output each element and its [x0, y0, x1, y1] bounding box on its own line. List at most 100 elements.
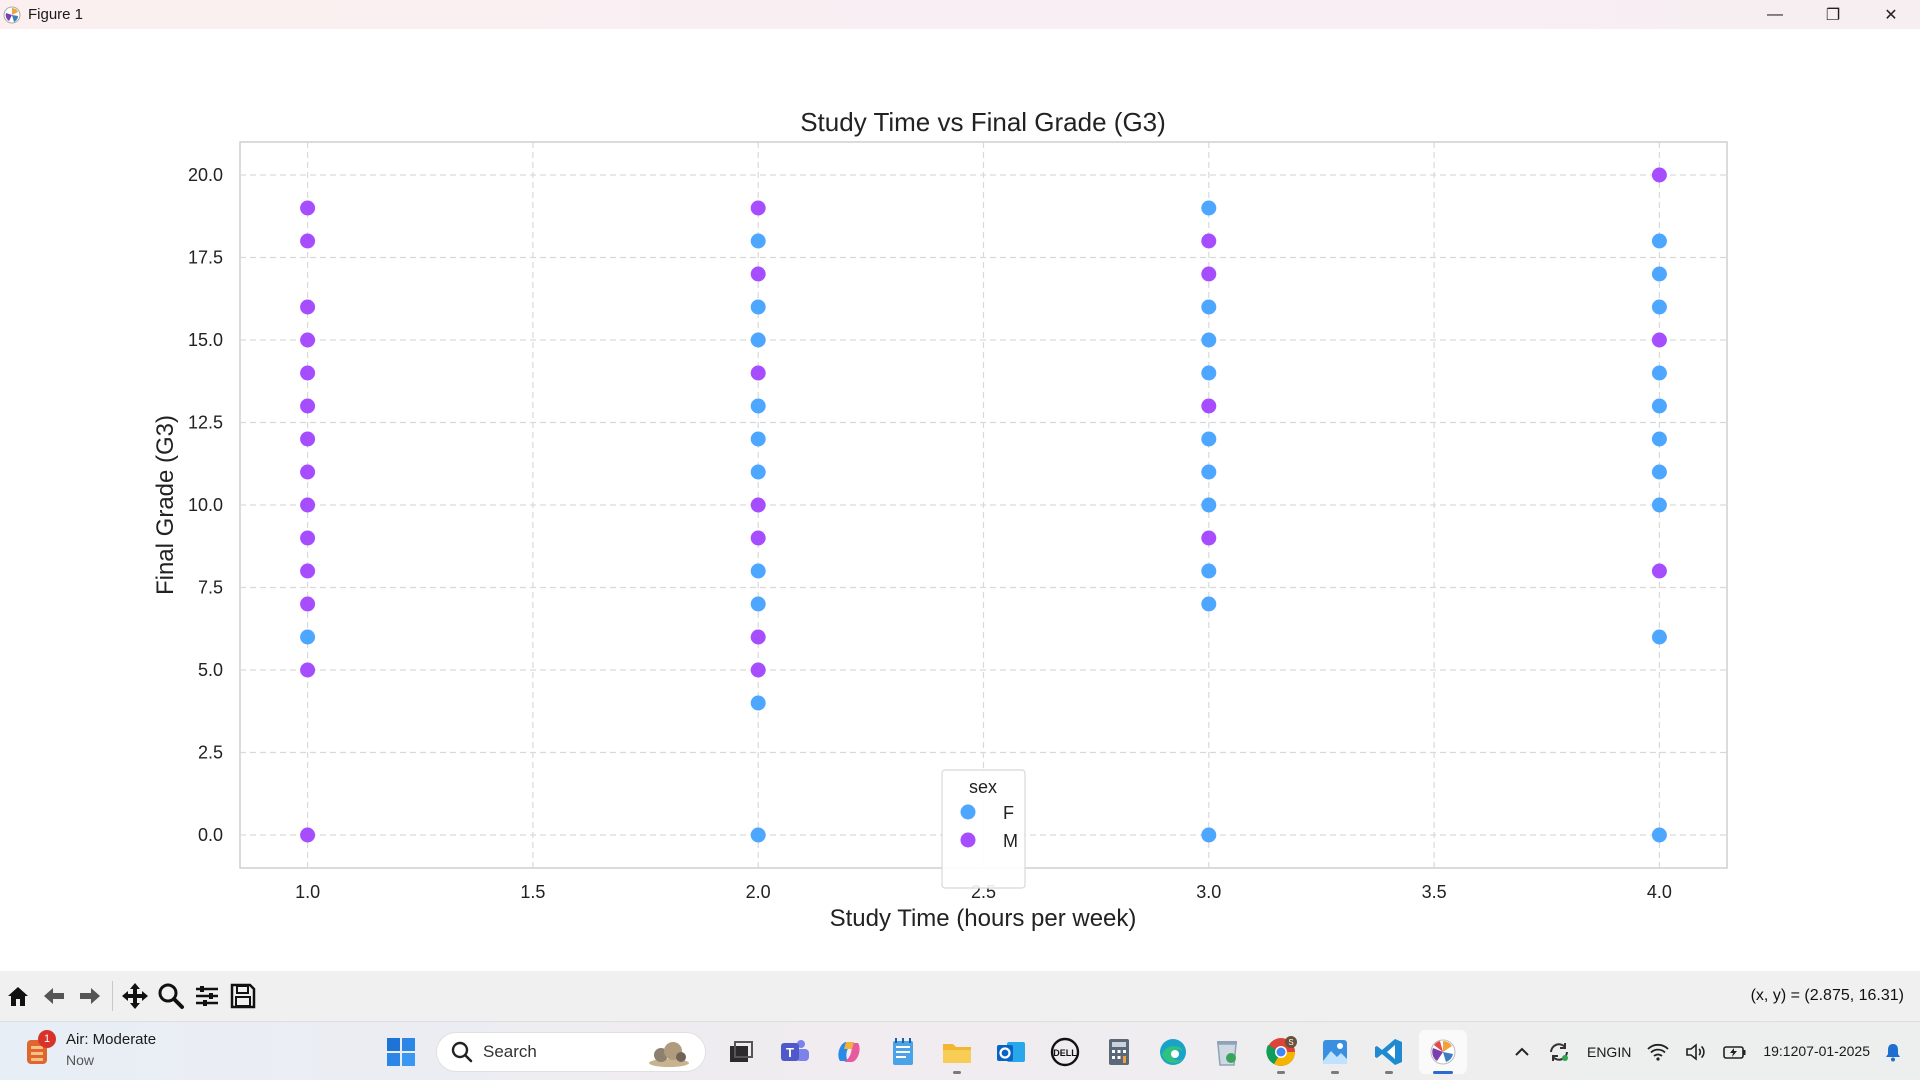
copilot-button[interactable] [825, 1030, 873, 1074]
vscode-button[interactable] [1365, 1030, 1413, 1074]
weather-title: Air: Moderate [66, 1031, 157, 1048]
back-button[interactable] [36, 978, 72, 1014]
matplotlib-figure-button[interactable] [1419, 1030, 1467, 1074]
notepad-button[interactable] [879, 1030, 927, 1074]
running-indicator [1277, 1071, 1285, 1074]
battery-button[interactable] [1723, 1044, 1747, 1060]
data-point-f [1651, 299, 1667, 315]
start-button[interactable] [377, 1030, 425, 1074]
sync-button[interactable] [1547, 1040, 1571, 1064]
language-indicator[interactable]: ENG IN [1587, 1043, 1631, 1061]
outlook-button[interactable] [987, 1030, 1035, 1074]
edge-button[interactable] [1149, 1030, 1197, 1074]
search-label: Search [483, 1042, 537, 1061]
navigation-toolbar: (x, y) = (2.875, 16.31) [0, 971, 1920, 1021]
configure-subplots-button[interactable] [189, 978, 225, 1014]
dell-button[interactable]: DELL [1041, 1030, 1089, 1074]
network-button[interactable] [1647, 1043, 1669, 1061]
chrome-profile-badge: S [1288, 1038, 1293, 1047]
data-point-f [750, 464, 766, 480]
data-point-f [1201, 827, 1217, 843]
data-point-m [750, 662, 766, 678]
data-point-m [300, 530, 316, 546]
y-axis-label: Final Grade (G3) [152, 415, 179, 595]
data-point-m [1651, 563, 1667, 579]
language-code: ENG [1586, 1043, 1618, 1060]
data-point-f [750, 563, 766, 579]
recycle-app-button[interactable] [1203, 1030, 1251, 1074]
taskbar: 1 Air: Moderate Now Search T [0, 1021, 1920, 1080]
minimize-button[interactable]: — [1767, 5, 1783, 23]
window-controls: — ❐ ✕ [1746, 0, 1920, 29]
save-button[interactable] [225, 978, 261, 1014]
matplotlib-app-icon [2, 5, 22, 25]
data-point-m [750, 365, 766, 381]
data-point-m [300, 497, 316, 513]
volume-button[interactable] [1685, 1042, 1707, 1061]
zoom-button[interactable] [153, 978, 189, 1014]
teams-button[interactable]: T [771, 1030, 819, 1074]
x-tick-label: 4.0 [1647, 882, 1672, 902]
save-icon [230, 983, 256, 1009]
copilot-icon [838, 1042, 860, 1062]
legend-marker-f [960, 804, 976, 820]
search-highlight-icon [649, 1042, 689, 1067]
calculator-icon [1109, 1039, 1129, 1065]
chevron-up-icon [1515, 1047, 1529, 1056]
legend-title: sex [969, 777, 997, 797]
data-point-f [1201, 497, 1217, 513]
data-point-m [750, 497, 766, 513]
outlook-icon [997, 1042, 1025, 1062]
data-point-m [300, 332, 316, 348]
svg-text:DELL: DELL [1053, 1048, 1077, 1058]
pan-button[interactable] [117, 978, 153, 1014]
chrome-button[interactable]: S [1257, 1030, 1305, 1074]
running-indicator [953, 1071, 961, 1074]
data-point-m [750, 530, 766, 546]
task-view-button[interactable] [717, 1030, 765, 1074]
data-point-f [1651, 431, 1667, 447]
search-icon [451, 1041, 473, 1063]
svg-text:T: T [786, 1045, 794, 1060]
y-tick-label: 15.0 [188, 330, 223, 350]
data-point-f [1651, 827, 1667, 843]
data-point-f [300, 629, 316, 645]
zoom-icon [158, 983, 184, 1009]
figure-canvas[interactable]: 1.0 1.5 2.0 2.5 3.0 3.5 4.0 0.0 2.5 5.0 7.5 10.0 12.… [0, 29, 1920, 971]
data-point-f [1651, 233, 1667, 249]
data-point-f [750, 398, 766, 414]
notification-badge: 1 [38, 1030, 56, 1048]
battery-charging-icon [1723, 1045, 1746, 1059]
close-button[interactable]: ✕ [1884, 6, 1898, 24]
show-hidden-icons-button[interactable] [1513, 1043, 1531, 1061]
home-button[interactable] [0, 978, 36, 1014]
data-point-f [1201, 596, 1217, 612]
forward-button[interactable] [72, 978, 108, 1014]
weather-icon: 1 [22, 1030, 58, 1068]
data-point-m [300, 464, 316, 480]
legend-box [941, 769, 1026, 889]
data-point-m [300, 431, 316, 447]
data-point-f [1651, 629, 1667, 645]
data-point-m [300, 827, 316, 843]
y-tick-label: 12.5 [188, 413, 223, 433]
data-point-f [1201, 299, 1217, 315]
notifications-button[interactable] [1884, 1042, 1902, 1062]
data-point-m [300, 596, 316, 612]
task-view-icon [730, 1041, 753, 1062]
active-indicator [1433, 1071, 1453, 1074]
calculator-button[interactable] [1095, 1030, 1143, 1074]
running-indicator [1385, 1071, 1393, 1074]
maximize-button[interactable]: ❐ [1825, 6, 1841, 24]
clock[interactable]: 19:12 07-01-2025 [1763, 1042, 1870, 1061]
chrome-icon: S [1266, 1036, 1297, 1066]
taskbar-search[interactable]: Search [436, 1032, 706, 1072]
legend-marker-m [960, 832, 976, 848]
data-point-m [300, 233, 316, 249]
data-point-f [750, 695, 766, 711]
photos-button[interactable] [1311, 1030, 1359, 1074]
running-indicator [1331, 1071, 1339, 1074]
file-explorer-button[interactable] [933, 1030, 981, 1074]
weather-widget[interactable]: 1 Air: Moderate Now [22, 1030, 156, 1070]
